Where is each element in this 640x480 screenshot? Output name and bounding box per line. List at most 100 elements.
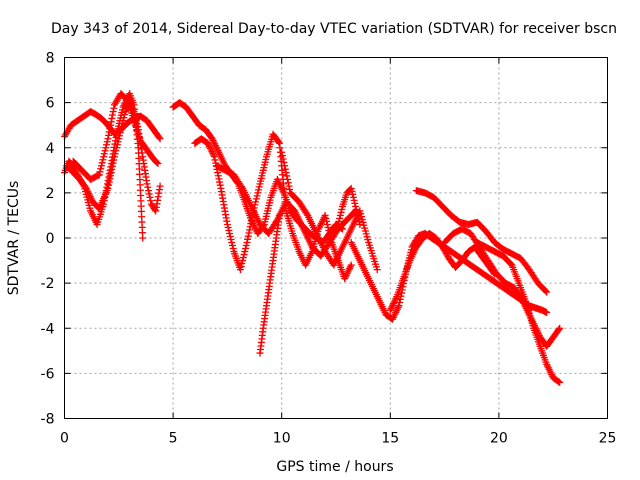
- data-point-interp: [214, 169, 222, 177]
- data-point-interp: [228, 239, 236, 247]
- y-tick-label: 4: [46, 141, 55, 157]
- data-point-interp: [107, 118, 115, 126]
- data-point-interp: [104, 180, 112, 188]
- y-tick-label: -8: [41, 412, 55, 428]
- gridlines: [64, 57, 608, 419]
- data-point-interp: [97, 162, 105, 170]
- data-point-interp: [283, 172, 291, 180]
- data-series: [61, 90, 564, 386]
- data-point-interp: [102, 190, 110, 198]
- data-point-interp: [335, 217, 343, 225]
- data-point-interp: [216, 178, 224, 186]
- data-point: [236, 266, 244, 274]
- data-point-interp: [109, 111, 117, 119]
- data-point-interp: [324, 223, 332, 231]
- data-point-interp: [323, 220, 331, 228]
- data-point: [556, 378, 564, 386]
- data-point-interp: [96, 168, 104, 176]
- data-point-interp: [279, 155, 287, 163]
- data-point-interp: [108, 114, 116, 122]
- data-point-interp: [255, 183, 263, 191]
- data-point: [373, 266, 381, 274]
- data-point-interp: [239, 257, 247, 265]
- data-point-interp: [355, 217, 363, 225]
- data-point-interp: [102, 141, 110, 149]
- data-point: [347, 261, 355, 269]
- data-point-interp: [337, 208, 345, 216]
- data-point-interp: [147, 197, 155, 205]
- y-tick-label: -4: [41, 321, 55, 337]
- data-point-interp: [216, 181, 224, 189]
- data-point-interp: [351, 199, 359, 207]
- data-point-interp: [275, 138, 283, 146]
- y-tick-label: -2: [41, 276, 55, 292]
- data-point-interp: [555, 326, 563, 334]
- data-point-interp: [100, 150, 108, 158]
- data-point-interp: [325, 226, 333, 234]
- data-point-interp: [227, 236, 235, 244]
- data-point-interp: [349, 190, 357, 198]
- data-point-interp: [285, 182, 293, 190]
- data-point-interp: [237, 263, 245, 271]
- x-tick-label: 5: [169, 431, 178, 447]
- data-point-interp: [214, 172, 222, 180]
- data-point-interp: [153, 158, 161, 166]
- data-point-interp: [144, 183, 152, 191]
- data-point-interp: [252, 198, 260, 206]
- data-point-interp: [145, 190, 153, 198]
- data-point-interp: [123, 95, 131, 103]
- data-point-interp: [100, 153, 108, 161]
- data-point: [352, 202, 360, 210]
- y-tick-labels: -8 -6 -4 -2 0 2 4 6 8: [41, 51, 55, 428]
- chart-title: Day 343 of 2014, Sidereal Day-to-day VTE…: [51, 21, 617, 37]
- data-point-interp: [105, 131, 113, 139]
- data-point-interp: [107, 121, 115, 129]
- y-tick-label: -6: [41, 366, 55, 382]
- data-point-interp: [144, 187, 152, 195]
- data-point-interp: [224, 223, 232, 231]
- data-point-interp: [104, 176, 112, 184]
- data-point-interp: [254, 189, 262, 197]
- data-point-interp: [280, 158, 288, 166]
- x-tick-label: 25: [599, 431, 617, 447]
- data-point-interp: [350, 196, 358, 204]
- data-point-interp: [103, 138, 111, 146]
- data-point-interp: [105, 128, 113, 136]
- series-track-13: [412, 187, 551, 296]
- data-point-interp: [102, 144, 110, 152]
- data-point: [210, 153, 218, 161]
- data-point-interp: [103, 183, 111, 191]
- data-point-interp: [348, 187, 356, 195]
- data-point: [104, 135, 112, 143]
- data-point-interp: [349, 193, 357, 201]
- data-point: [156, 135, 164, 143]
- data-point-interp: [555, 378, 563, 386]
- plot-frame: [64, 57, 608, 419]
- data-point: [543, 288, 551, 296]
- data-point-interp: [105, 170, 113, 178]
- data-point-interp: [102, 187, 110, 195]
- y-tick-label: 6: [46, 96, 55, 112]
- data-point: [154, 160, 162, 168]
- data-point-interp: [252, 195, 260, 203]
- data-point-interp: [100, 197, 108, 205]
- data-point: [395, 302, 403, 310]
- series-track-10: [334, 184, 364, 228]
- series-track-7: [213, 162, 360, 260]
- data-point-interp: [246, 223, 254, 231]
- data-point-interp: [155, 133, 163, 141]
- data-point-interp: [245, 229, 253, 237]
- data-point-interp: [101, 193, 109, 201]
- data-point: [278, 148, 286, 156]
- y-tick-label: 2: [46, 186, 55, 202]
- data-point-interp: [542, 287, 550, 295]
- data-point: [156, 182, 164, 190]
- data-point-interp: [281, 162, 289, 170]
- data-point: [223, 220, 231, 228]
- data-point-interp: [229, 245, 237, 253]
- data-point: [347, 184, 355, 192]
- data-point-interp: [242, 245, 249, 253]
- data-point-interp: [338, 205, 346, 213]
- data-point-interp: [281, 165, 289, 173]
